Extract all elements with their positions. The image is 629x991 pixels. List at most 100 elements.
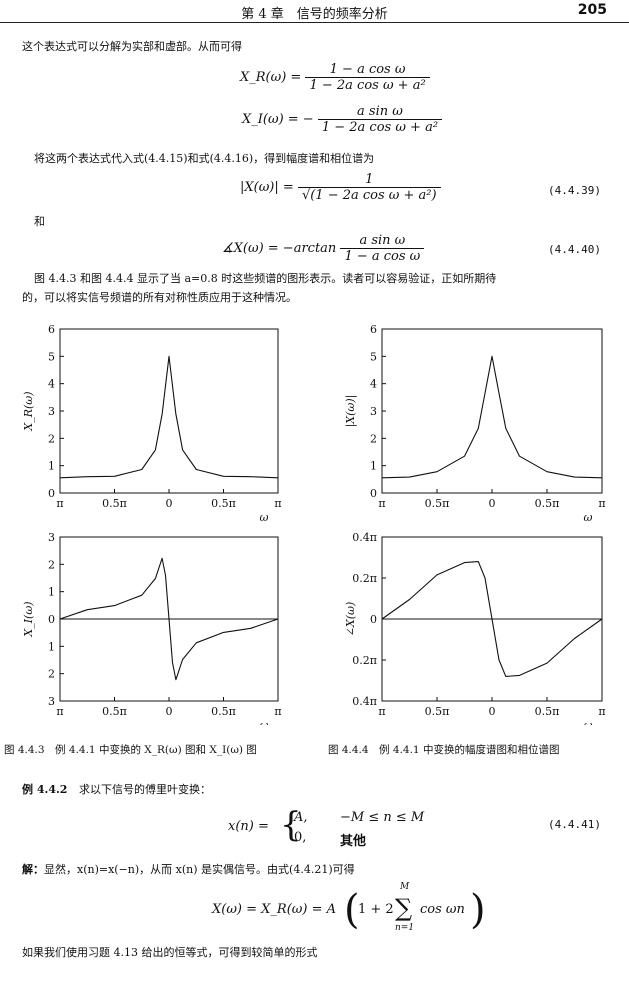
x-tick-label: 0.5π [211,497,236,510]
y-tick-label: 6 [48,323,55,336]
x-tick-label: 0.5π [425,497,450,510]
fraction-num: 1 − a cos ω [305,62,430,78]
plot-frame [59,328,279,494]
x-tick-label: 0.5π [102,705,127,718]
y-axis-label: ∠X(ω) [344,602,357,637]
example-text: 求以下信号的傅里叶变换： [78,783,211,796]
series-line [59,355,279,479]
fraction-num: a sin ω [317,104,443,120]
y-tick-label: 0 [370,487,377,500]
case2-value: 0, [294,830,307,845]
example-label: 例 4.4.2 [22,783,68,796]
y-tick-label: 1 [48,640,55,653]
y-tick-label: 4 [48,378,55,391]
x-tick-label: π [56,497,63,510]
x-tick-label: 0.5π [211,705,236,718]
running-header: 第 4 章 信号的频率分析 205 [0,0,629,23]
sigma-symbol: ∑ [395,894,413,922]
x-axis-label: ω [260,719,269,725]
solution-label: 解： [22,863,44,876]
fraction-den: √(1 − 2a cos ω + a²) [301,188,437,203]
x-tick-label: 0.5π [535,705,560,718]
series-line [381,355,603,479]
page-number: 205 [577,2,607,18]
fraction-num: 1 [297,172,441,188]
y-tick-label: 5 [370,350,377,363]
y-tick-label: 0 [48,487,55,500]
y-tick-label: 3 [370,405,377,418]
y-tick-label: 2 [48,668,55,681]
y-tick-label: 2 [370,432,377,445]
x-tick-label: 0.5π [102,497,127,510]
figure-caption-4-4-3: 图 4.4.3 例 4.4.1 中变换的 X_R(ω) 图和 X_I(ω) 图 [4,744,257,756]
y-tick-label: 6 [370,323,377,336]
x-tick-label: 0.5π [425,705,450,718]
x-tick-label: 0 [489,705,496,718]
sum-lower: n=1 [395,923,415,933]
x-tick-label: 0 [489,497,496,510]
eq-lhs: x(n) = [228,819,269,834]
y-tick-label: 1 [48,586,55,599]
series-line [381,561,603,677]
y-tick-label: 0.4π [352,695,377,708]
paragraph-4: 如果我们使用习题 4.13 给出的恒等式，可得到较简单的形式 [22,946,318,959]
y-axis-label: X_I(ω) [22,601,35,637]
x-tick-label: π [598,705,605,718]
y-axis-label: X_R(ω) [22,391,35,431]
x-axis-label: ω [260,511,269,524]
y-tick-label: 2 [48,432,55,445]
case2-condition: 其他 [340,834,367,849]
y-tick-label: 4 [370,378,377,391]
y-tick-label: 2 [48,558,55,571]
x-tick-label: 0 [166,497,173,510]
x-tick-label: 0.5π [535,497,560,510]
y-tick-label: 0.2π [352,654,377,667]
chapter-title: 第 4 章 信号的频率分析 [241,7,388,22]
case1-value: A, [294,810,308,825]
x-tick-label: π [378,705,385,718]
x-tick-label: π [598,497,605,510]
y-tick-label: 3 [48,531,55,544]
y-tick-label: 3 [48,695,55,708]
paragraph-2: 将这两个表达式代入式(4.4.15)和式(4.4.16)，得到幅度谱和相位谱为 [34,152,375,165]
equation-number: (4.4.41) [548,818,601,831]
eq-lhs: ∡X(ω) = −arctan [222,241,337,256]
case1-condition: −M ≤ n ≤ M [340,810,425,825]
y-tick-label: 0 [370,613,377,626]
y-tick-label: 0.2π [352,572,377,585]
plot-frame [381,328,603,494]
x-tick-label: 0 [166,705,173,718]
fraction: 1 √(1 − 2a cos ω + a²) [297,172,441,203]
eq-lhs: X_I(ω) = − [242,112,314,127]
eq-lhs: X(ω) = X_R(ω) = A [212,902,336,917]
example-heading: 例 4.4.2 求以下信号的傅里叶变换： [22,781,211,799]
x-axis-label: ω [584,511,593,524]
equation-number: (4.4.40) [548,243,601,256]
sum-upper: M [400,882,410,892]
y-tick-label: 0 [48,613,55,626]
x-tick-label: π [274,705,281,718]
fraction-num: a sin ω [340,233,425,249]
eq-lhs: X_R(ω) = [240,70,302,85]
paragraph-3a: 图 4.4.3 和图 4.4.4 显示了当 a=0.8 时这些频谱的图形表示。读… [34,272,497,285]
eq-term: cos ωn [420,902,465,917]
x-tick-label: π [56,705,63,718]
right-paren: ) [470,887,486,933]
brace-symbol: { [280,805,302,845]
eq-lhs: |X(ω)| = [240,180,294,195]
series-line [59,557,279,681]
y-tick-label: 0.4π [352,531,377,544]
x-tick-label: π [378,497,385,510]
paragraph-1: 这个表达式可以分解为实部和虚部。从而可得 [22,40,242,53]
equation-magnitude: |X(ω)| = 1 √(1 − 2a cos ω + a²) [240,172,441,203]
